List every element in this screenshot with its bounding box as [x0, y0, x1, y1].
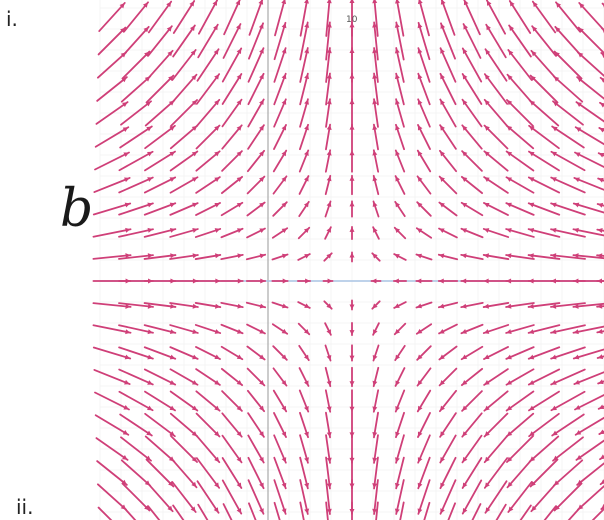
axis-note: 10	[346, 15, 358, 25]
scan: i. b ii. 10	[0, 0, 604, 520]
part-label: ii.	[16, 495, 33, 519]
handwritten-letter: b	[60, 179, 93, 239]
page: i. b ii. 10 (() => { const data = JSON.p…	[0, 0, 604, 520]
part-label: i.	[6, 7, 18, 31]
